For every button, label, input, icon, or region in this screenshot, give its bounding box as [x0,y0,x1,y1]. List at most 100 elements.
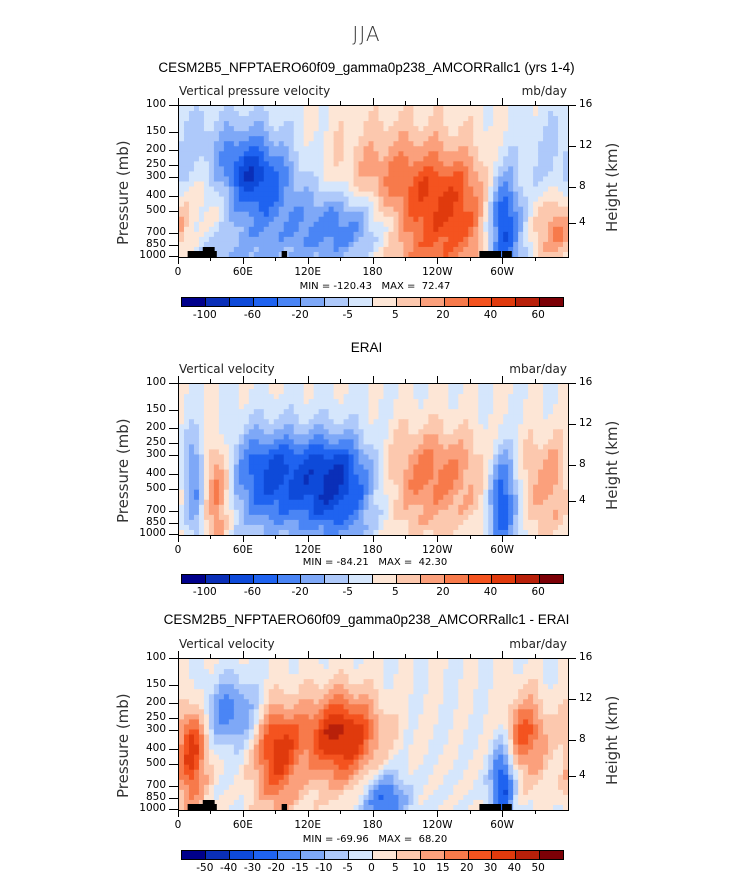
contour-cell [244,485,250,491]
contour-cell [423,192,429,198]
contour-cell [304,227,310,233]
contour-cell [388,664,394,670]
contour-cell [478,242,484,248]
contour-cell [339,384,345,390]
contour-cell [563,207,568,213]
contour-cell [354,490,360,496]
contour-cell [538,424,544,430]
contour-cell [498,434,504,440]
contour-cell [234,444,240,450]
contour-cell [364,161,370,167]
contour-cell [349,116,355,122]
contour-cell [443,495,449,501]
contour-cell [498,176,504,182]
contour-cell [393,242,399,248]
contour-cell [433,454,439,460]
contour-cell [493,424,499,430]
contour-cell [428,515,434,521]
contour-cell [413,414,419,420]
contour-cell [229,141,235,147]
contour-cell [543,197,549,203]
contour-cell [408,520,414,526]
contour-cell [294,176,300,182]
contour-cell [453,252,459,257]
contour-cell [209,156,215,162]
contour-cell [483,192,489,198]
contour-cell [518,166,524,172]
contour-cell [488,505,494,511]
contour-cell [179,106,185,112]
contour-cell [378,192,384,198]
contour-cell [483,242,489,248]
contour-cell [388,490,394,496]
contour-cell [393,136,399,142]
contour-cell [478,434,484,440]
contour-cell [269,530,275,535]
contour-cell [179,515,185,521]
contour-cell [364,414,370,420]
contour-cell [289,156,295,162]
contour-cell [428,480,434,486]
contour-cell [279,505,285,511]
contour-cell [259,419,265,425]
contour-cell [393,525,399,531]
contour-cell [548,404,554,410]
contour-cell [543,166,549,172]
contour-cell [428,424,434,430]
contour-cell [418,460,424,466]
contour-cell [264,247,270,253]
contour-cell [339,131,345,137]
contour-cell [528,111,534,117]
contour-cell [294,490,300,496]
contour-cell [478,166,484,172]
contour-cell [493,414,499,420]
contour-cell [483,217,489,223]
contour-cell [518,156,524,162]
contour-cell [199,475,205,481]
contour-cell [493,116,499,122]
contour-cell [533,192,539,198]
colorbar-swatch [325,298,349,306]
contour-cell [423,510,429,516]
contour-cell [563,192,568,198]
contour-cell [488,131,494,137]
contour-cell [378,212,384,218]
contour-cell [543,242,549,248]
contour-cell [383,247,389,253]
contour-cell [543,106,549,112]
contour-cell [319,126,325,132]
contour-cell [383,470,389,476]
contour-cell [229,470,235,476]
contour-cell [344,121,350,127]
contour-cell [443,247,449,253]
contour-cell [438,252,444,257]
contour-cell [533,156,539,162]
contour-cell [423,176,429,182]
contour-cell [354,242,360,248]
contour-cell [463,176,469,182]
contour-cell [364,510,370,516]
contour-cell [349,384,355,390]
y-tick-label: 150 [126,403,166,415]
contour-cell [344,449,350,455]
contour-cell [259,141,265,147]
contour-cell [204,151,210,157]
contour-cell [329,192,335,198]
contour-cell [279,136,285,142]
contour-cell [453,454,459,460]
contour-cell [219,530,225,535]
contour-cell [423,126,429,132]
contour-cell [458,222,464,228]
contour-cell [219,106,225,112]
contour-cell [354,404,360,410]
contour-cell [314,146,320,152]
contour-cell [319,176,325,182]
contour-cell [478,394,484,400]
contour-cell [493,659,499,665]
contour-cell [249,171,255,177]
contour-cell [408,161,414,167]
contour-cell [538,131,544,137]
contour-cell [533,217,539,223]
contour-cell [219,394,225,400]
contour-cell [249,232,255,238]
